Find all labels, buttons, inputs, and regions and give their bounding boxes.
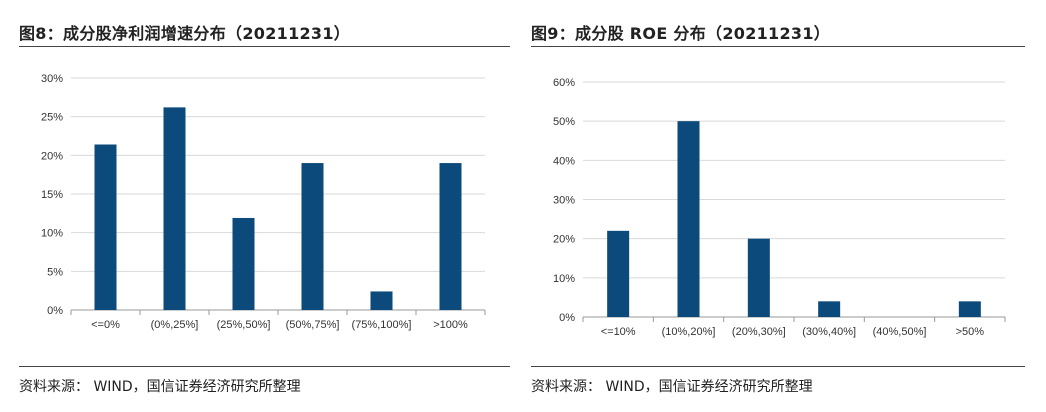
x-category-label: (40%,50%] <box>873 326 927 338</box>
y-tick-label: 15% <box>41 189 63 201</box>
x-category-label: <=0% <box>91 319 120 331</box>
y-tick-label: 20% <box>41 150 63 162</box>
roe-distribution-bar-chart: 0% 10% 20% 30% 40% 50% 60% <=10% (10%,20%] (20%,3… <box>553 77 1006 338</box>
x-category-label: (10%,20%] <box>662 326 716 338</box>
bar <box>301 163 324 310</box>
y-tick-label: 10% <box>41 228 63 240</box>
x-category-label: (25%,50%] <box>217 319 271 331</box>
net-profit-growth-bar-chart: 0% 5% 10% 15% 20% 25% 30% <=0% (0%,25%] (25%,50%]… <box>41 73 486 331</box>
x-category-label: (30%,40%] <box>802 326 856 338</box>
source-note: 资料来源： WIND，国信证券经济研究所整理 <box>531 379 813 395</box>
bar <box>818 301 841 317</box>
chart-title: 图8：成分股净利润增速分布（20211231） <box>19 24 351 43</box>
x-category-label: >50% <box>956 326 985 338</box>
y-tick-label: 10% <box>553 273 575 285</box>
x-category-label: (0%,25%] <box>151 319 199 331</box>
x-category-label: (75%,100%] <box>352 319 412 331</box>
y-tick-label: 0% <box>47 305 63 317</box>
y-tick-label: 20% <box>553 234 575 246</box>
y-tick-label: 5% <box>47 266 63 278</box>
bar <box>439 163 462 310</box>
x-category-label: (20%,30%] <box>732 326 786 338</box>
bar <box>232 217 255 310</box>
x-category-label: >100% <box>433 319 468 331</box>
title-rule <box>19 46 510 47</box>
chart-panel-right: 图9：成分股 ROE 分布（20211231） 0% 10% 20% 30% 40% 50… <box>531 0 1025 412</box>
bar <box>958 301 981 317</box>
y-tick-label: 50% <box>553 116 575 128</box>
x-category-label: <=10% <box>601 326 636 338</box>
bar <box>163 107 186 311</box>
bar <box>370 291 393 310</box>
bar <box>94 144 117 310</box>
source-note: 资料来源： WIND，国信证券经济研究所整理 <box>19 379 301 395</box>
bar <box>677 121 700 318</box>
y-tick-label: 40% <box>553 155 575 167</box>
chart-title: 图9：成分股 ROE 分布（20211231） <box>531 24 831 43</box>
x-category-label: (50%,75%] <box>286 319 340 331</box>
title-rule <box>531 46 1025 47</box>
chart-panel-left: 图8：成分股净利润增速分布（20211231） 0% 5% 10% 15% 20% 25%… <box>19 0 510 412</box>
y-tick-label: 0% <box>559 312 575 324</box>
footer-rule <box>531 366 1025 367</box>
footer-rule <box>19 366 510 367</box>
bar <box>607 230 630 317</box>
y-tick-label: 60% <box>553 77 575 89</box>
y-tick-label: 25% <box>41 112 63 124</box>
y-tick-label: 30% <box>553 195 575 207</box>
bar <box>747 238 770 317</box>
y-tick-label: 30% <box>41 73 63 85</box>
